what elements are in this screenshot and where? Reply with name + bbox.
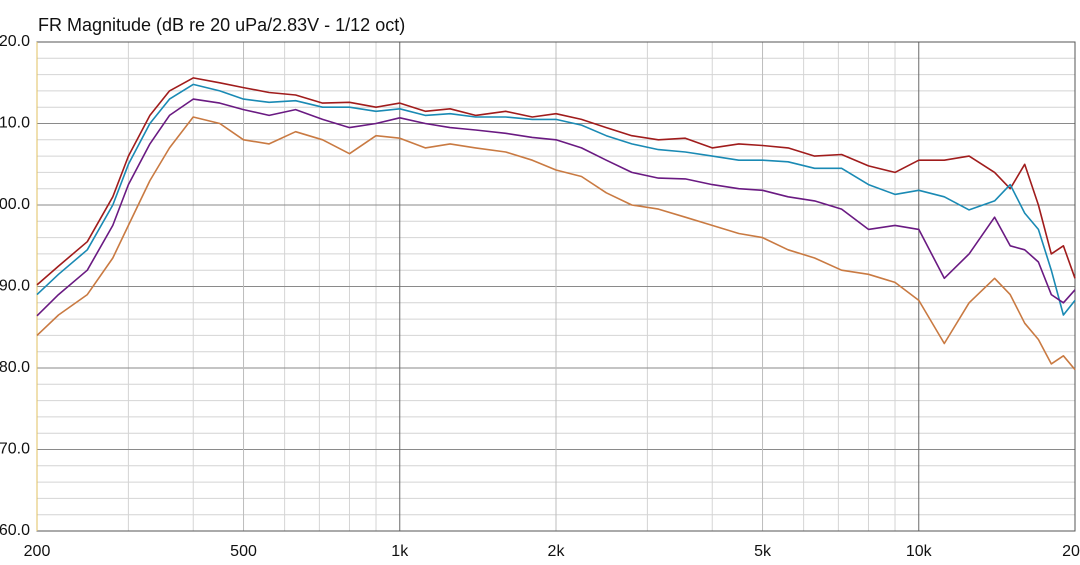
x-tick-label: 10k xyxy=(906,543,933,560)
y-tick-label: 60.0 xyxy=(0,522,30,539)
x-tick-label: 5k xyxy=(754,543,772,560)
series-line xyxy=(36,98,1076,317)
series-line xyxy=(36,77,1076,286)
series-line xyxy=(36,116,1076,371)
y-tick-label: 70.0 xyxy=(0,441,30,458)
x-tick-label: 200 xyxy=(24,543,51,560)
y-tick-label: 110.0 xyxy=(0,115,30,132)
series-line xyxy=(36,83,1076,316)
y-tick-label: 80.0 xyxy=(0,359,30,376)
y-tick-label: 100.0 xyxy=(0,196,30,213)
x-tick-label: 20k xyxy=(1062,543,1080,560)
y-tick-label: 120.0 xyxy=(0,33,30,50)
x-tick-label: 1k xyxy=(391,543,409,560)
chart-title: FR Magnitude (dB re 20 uPa/2.83V - 1/12 … xyxy=(38,15,405,35)
y-tick-label: 90.0 xyxy=(0,278,30,295)
x-tick-label: 2k xyxy=(548,543,566,560)
x-tick-label: 500 xyxy=(230,543,257,560)
